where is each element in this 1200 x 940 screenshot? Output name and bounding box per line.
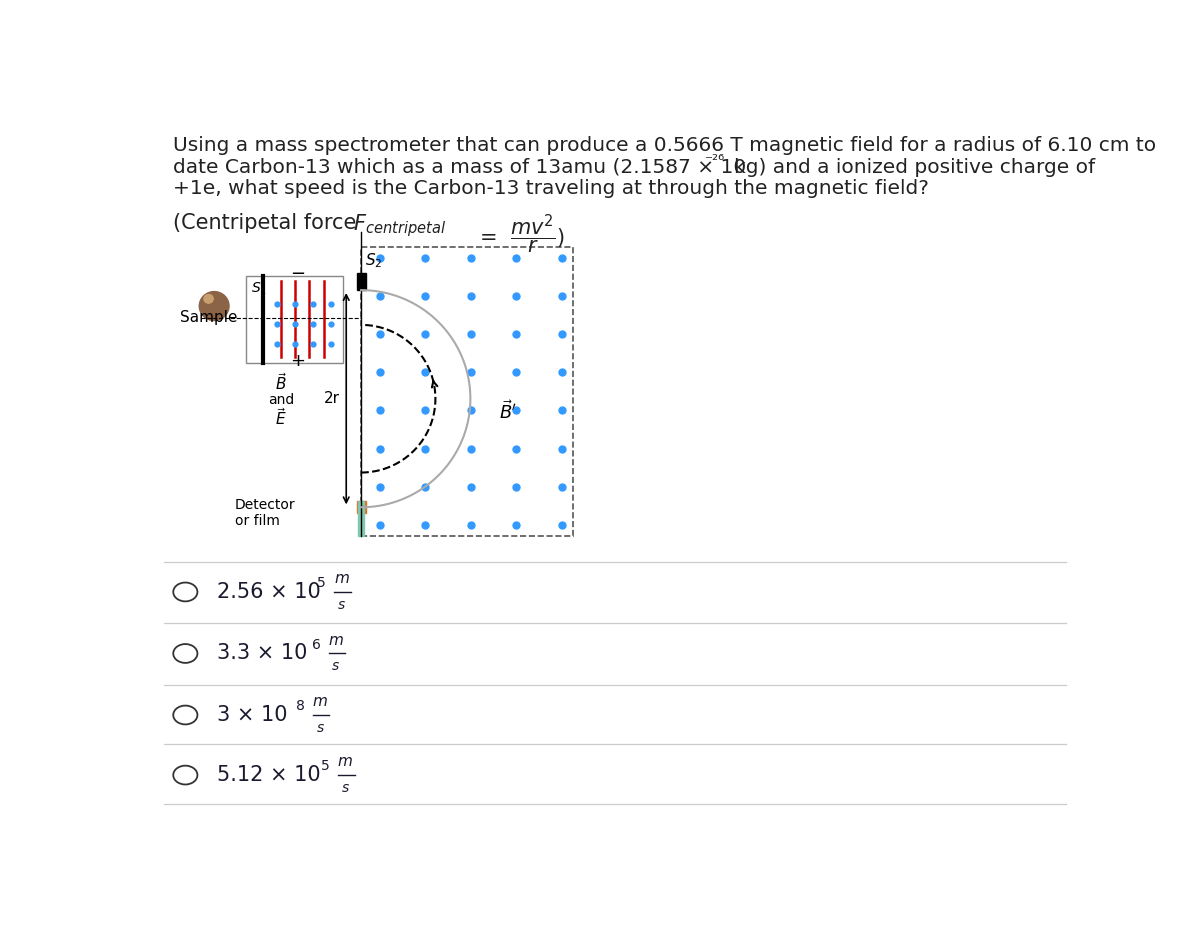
- Text: 2r: 2r: [324, 391, 340, 406]
- Text: Detector
or film: Detector or film: [235, 498, 295, 528]
- Text: m: m: [334, 572, 349, 587]
- Text: m: m: [338, 754, 353, 769]
- Text: 5.12 × 10: 5.12 × 10: [217, 765, 320, 785]
- Bar: [356, 273, 366, 290]
- Text: s: s: [332, 659, 340, 673]
- Text: −: −: [290, 265, 306, 283]
- Ellipse shape: [204, 294, 214, 304]
- Text: 6: 6: [312, 638, 320, 651]
- Text: 2.56 × 10: 2.56 × 10: [217, 582, 320, 602]
- Text: m: m: [313, 695, 328, 709]
- Text: and: and: [268, 393, 294, 407]
- Text: (Centripetal force: (Centripetal force: [173, 212, 364, 233]
- Bar: [359, 501, 364, 536]
- Circle shape: [173, 766, 198, 785]
- Text: 5: 5: [322, 760, 330, 774]
- Text: 8: 8: [296, 699, 305, 713]
- Text: $F_{centripetal}$: $F_{centripetal}$: [353, 212, 445, 240]
- Text: ⁻²⁶: ⁻²⁶: [706, 153, 725, 168]
- Text: $S_1$: $S_1$: [251, 280, 268, 297]
- Text: m: m: [329, 633, 343, 648]
- Text: 3 × 10: 3 × 10: [217, 705, 288, 725]
- Text: date Carbon-13 which as a mass of 13amu (2.1587 × 10: date Carbon-13 which as a mass of 13amu …: [173, 158, 746, 177]
- Text: kg) and a ionized positive charge of: kg) and a ionized positive charge of: [734, 158, 1096, 177]
- Text: $\vec{B}'$: $\vec{B}'$: [499, 400, 516, 423]
- Circle shape: [173, 583, 198, 602]
- Text: +1e, what speed is the Carbon-13 traveling at through the magnetic field?: +1e, what speed is the Carbon-13 traveli…: [173, 180, 929, 198]
- Text: $S_2$: $S_2$: [365, 251, 382, 270]
- Text: $\vec{B}$: $\vec{B}$: [275, 372, 287, 393]
- Text: +: +: [290, 352, 305, 370]
- Text: $\vec{E}$: $\vec{E}$: [275, 407, 287, 428]
- Text: Sample: Sample: [180, 310, 238, 325]
- Bar: [358, 501, 366, 513]
- Bar: [361, 246, 574, 536]
- Text: s: s: [338, 598, 346, 612]
- Circle shape: [173, 706, 198, 725]
- Text: Using a mass spectrometer that can produce a 0.5666 T magnetic field for a radiu: Using a mass spectrometer that can produ…: [173, 136, 1157, 155]
- Ellipse shape: [199, 291, 229, 321]
- Bar: [246, 275, 342, 363]
- Text: =  $\dfrac{mv^2}{r}$): = $\dfrac{mv^2}{r}$): [467, 212, 565, 257]
- Circle shape: [173, 644, 198, 663]
- Text: s: s: [317, 721, 324, 735]
- Text: 3.3 × 10: 3.3 × 10: [217, 644, 307, 664]
- Text: s: s: [342, 781, 349, 795]
- Text: 5: 5: [317, 576, 326, 590]
